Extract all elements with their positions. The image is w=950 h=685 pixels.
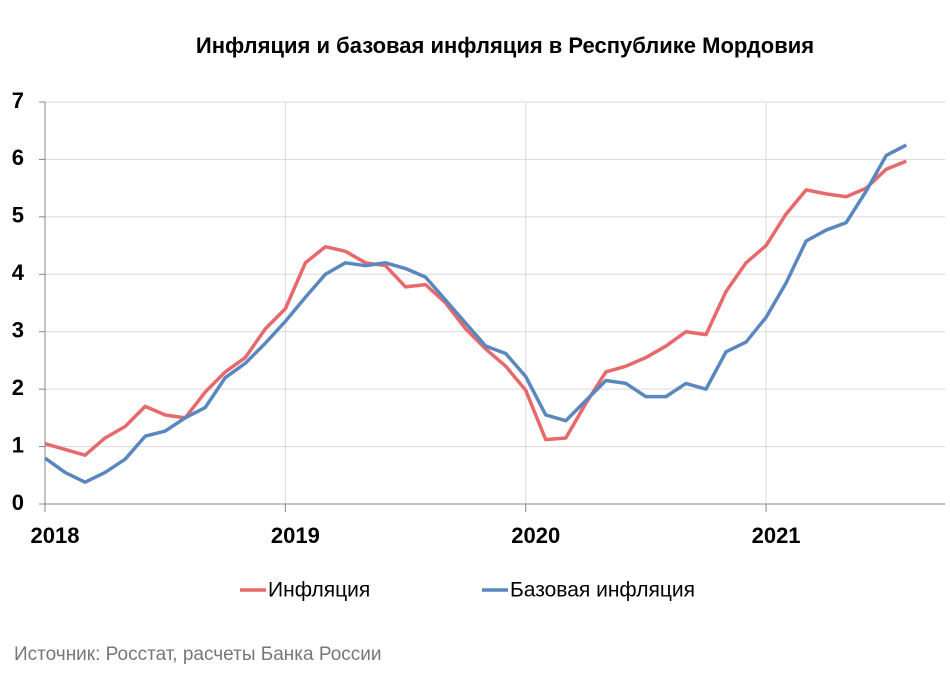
y-tick-label: 7 <box>12 88 24 113</box>
series-line <box>44 159 907 457</box>
x-tick-label: 2018 <box>31 523 80 548</box>
legend-label: Инфляция <box>268 579 370 602</box>
x-tick-label: 2019 <box>271 523 320 548</box>
y-tick-label: 1 <box>12 432 24 457</box>
y-tick-label: 5 <box>12 203 24 228</box>
source-note: Источник: Росстат, расчеты Банка России <box>14 644 382 665</box>
x-tick-label: 2021 <box>752 523 801 548</box>
y-tick-label: 2 <box>12 375 24 400</box>
y-tick-label: 0 <box>12 490 24 515</box>
chart-title: Инфляция и базовая инфляция в Республике… <box>196 33 814 58</box>
x-tick-label: 2020 <box>511 523 560 548</box>
series-line <box>43 143 908 484</box>
y-tick-label: 3 <box>12 318 24 343</box>
y-tick-label: 6 <box>12 145 24 170</box>
y-tick-label: 4 <box>12 260 25 285</box>
legend-label: Базовая инфляция <box>510 579 695 602</box>
